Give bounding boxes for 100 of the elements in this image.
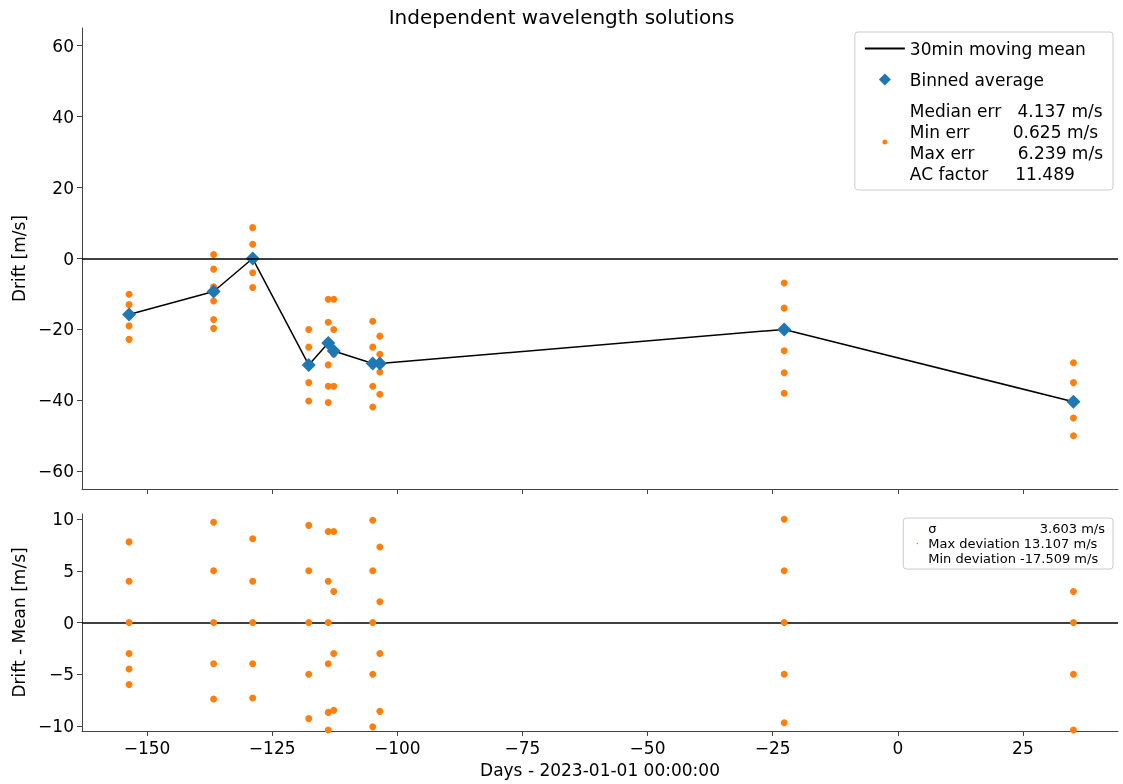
point <box>210 324 218 332</box>
point <box>249 224 257 232</box>
point <box>210 567 218 575</box>
point <box>125 290 133 298</box>
point <box>125 335 133 343</box>
point <box>305 715 313 723</box>
point <box>210 297 218 305</box>
point <box>376 650 384 657</box>
point <box>324 708 332 716</box>
point <box>210 251 218 259</box>
point <box>330 706 338 714</box>
point <box>305 670 313 678</box>
point <box>369 723 377 731</box>
x-tick-label: −150 <box>123 737 171 758</box>
point <box>305 521 313 529</box>
point <box>125 681 133 688</box>
point <box>376 332 384 340</box>
x-tick-label: 0 <box>892 737 904 758</box>
point <box>249 535 257 543</box>
point <box>305 397 313 405</box>
point <box>249 660 257 668</box>
point <box>780 369 788 377</box>
point <box>324 660 332 668</box>
point <box>780 619 788 626</box>
point <box>780 670 788 678</box>
point <box>324 398 332 406</box>
point <box>324 619 332 626</box>
point <box>1069 588 1077 595</box>
point <box>210 695 218 703</box>
point <box>376 598 384 606</box>
y-tick-label: 40 <box>52 106 74 127</box>
y-tick-label: 5 <box>63 560 74 581</box>
point <box>249 694 257 702</box>
point <box>305 379 313 387</box>
point <box>369 317 377 325</box>
legend-label: σ 3.603 m/s Max deviation 13.107 m/s Min deviation -17.509 m/s <box>928 521 1106 566</box>
point <box>1069 414 1077 422</box>
point <box>780 567 788 575</box>
point <box>330 325 338 333</box>
y-tick-label: −40 <box>38 390 74 411</box>
point <box>369 619 377 626</box>
point <box>305 567 313 575</box>
point <box>777 322 792 337</box>
point <box>125 650 133 657</box>
point <box>210 316 218 323</box>
point <box>780 279 788 287</box>
y-axis-title: Drift [m/s] <box>8 215 29 302</box>
legend-label: Median err 4.137 m/s Min err 0.625 m/s Max err 6.239 m/s AC factor 11.489 <box>909 100 1104 184</box>
point <box>376 390 384 398</box>
chart-title: Independent wavelength solutions <box>388 5 735 29</box>
point <box>122 307 137 322</box>
x-tick-label: −125 <box>248 737 296 758</box>
point <box>305 325 313 333</box>
point <box>369 343 377 351</box>
point <box>305 619 313 626</box>
point <box>376 707 384 715</box>
point <box>369 403 377 411</box>
point <box>330 295 338 303</box>
y-tick-label: 20 <box>52 177 74 198</box>
y-axis-title: Drift - Mean [m/s] <box>8 547 29 698</box>
point <box>249 269 257 277</box>
point <box>210 265 218 273</box>
point <box>330 650 338 657</box>
point <box>780 515 788 523</box>
point <box>321 335 336 350</box>
point <box>330 528 338 536</box>
point <box>326 344 341 359</box>
y-tick-label: −60 <box>38 461 74 482</box>
point <box>1069 619 1077 626</box>
point <box>125 619 133 626</box>
point <box>210 660 218 668</box>
y-tick-label: 10 <box>52 509 74 530</box>
point <box>330 588 338 595</box>
x-tick-label: −75 <box>504 737 541 758</box>
point <box>330 382 338 390</box>
point <box>369 382 377 390</box>
point <box>249 577 257 585</box>
point <box>206 284 221 299</box>
x-axis-title: Days - 2023-01-01 00:00:00 <box>480 759 720 780</box>
point <box>1069 379 1077 387</box>
x-tick-label: −100 <box>373 737 421 758</box>
x-tick-label: 25 <box>1012 737 1034 758</box>
point <box>249 284 257 292</box>
point <box>324 726 332 734</box>
point <box>324 577 332 585</box>
legend-label: 30min moving mean <box>909 38 1086 59</box>
point <box>125 301 133 309</box>
point <box>249 240 257 248</box>
point <box>369 567 377 575</box>
point <box>376 350 384 358</box>
point <box>780 347 788 355</box>
point <box>210 518 218 526</box>
point <box>1069 726 1077 734</box>
point <box>1069 432 1077 440</box>
point <box>324 361 332 369</box>
point <box>780 719 788 727</box>
point <box>1066 394 1081 409</box>
point <box>369 516 377 524</box>
x-tick-label: −25 <box>754 737 791 758</box>
y-tick-label: −5 <box>48 664 74 685</box>
